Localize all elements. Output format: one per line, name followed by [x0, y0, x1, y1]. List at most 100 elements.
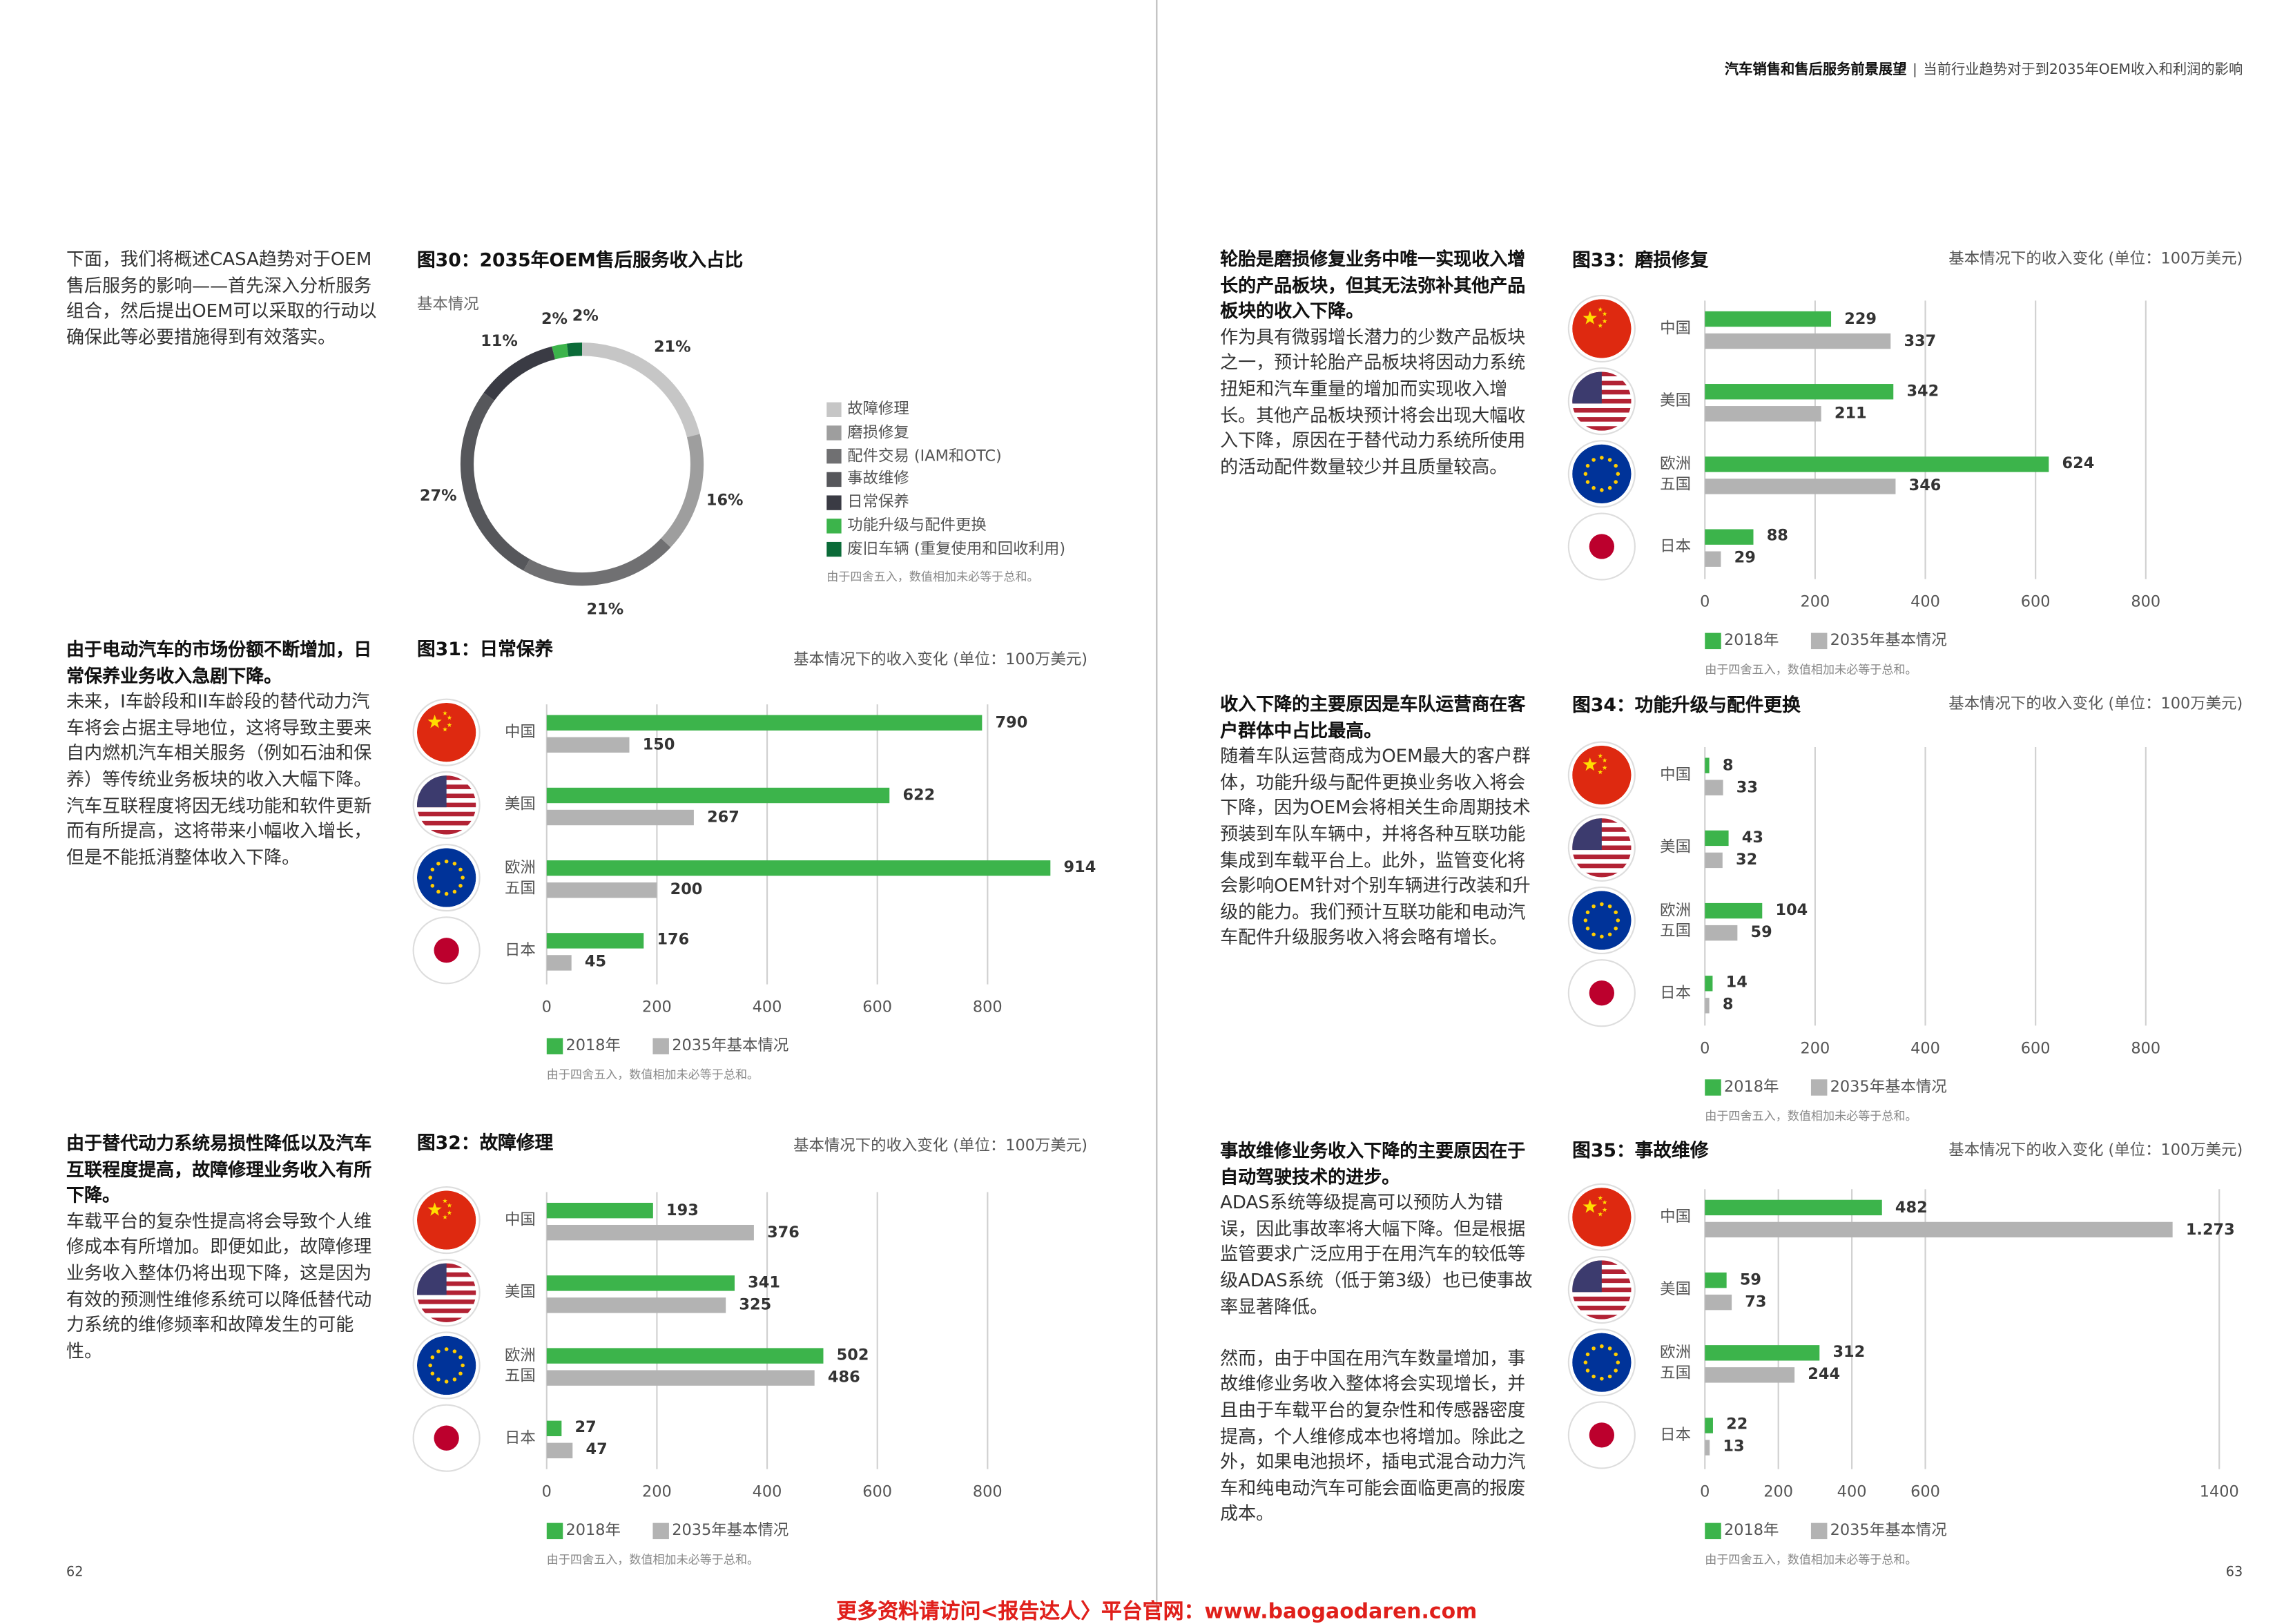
flag-star — [1598, 753, 1603, 758]
bar — [1705, 551, 1721, 567]
category-label: 美国 — [504, 1284, 536, 1302]
flag-stripe — [1572, 1278, 1632, 1284]
flag-field — [1572, 745, 1632, 805]
text-block: 由于电动汽车的市场份额不断增加，日常保养业务收入急剧下降。 未来，I车龄段和II车… — [66, 638, 385, 871]
legend-label: 2035年基本情况 — [672, 1522, 789, 1540]
donut-slice — [581, 342, 700, 438]
flag-star — [458, 867, 463, 872]
value-label: 73 — [1745, 1293, 1767, 1311]
legend-label: 2018年 — [1724, 1078, 1779, 1096]
legend-swatch — [546, 1522, 563, 1540]
bar — [1705, 456, 2049, 472]
value-label: 33 — [1736, 778, 1758, 796]
category-label: 中国 — [504, 1211, 536, 1229]
page-number: 63 — [2225, 1565, 2243, 1580]
flag-stripe — [1572, 1287, 1632, 1293]
bar — [1705, 830, 1729, 847]
value-label: 244 — [1808, 1365, 1841, 1384]
heading: 由于电动汽车的市场份额不断增加，日常保养业务收入急剧下降。 — [66, 639, 372, 686]
bar — [1705, 757, 1710, 773]
page-number: 62 — [66, 1565, 84, 1580]
legend-swatch — [1810, 1522, 1828, 1540]
legend-swatch — [1705, 632, 1721, 650]
chart-note: 由于四舍五入，数值相加未必等于总和。 — [1705, 1553, 1917, 1567]
value-label: 47 — [585, 1441, 608, 1460]
bar — [1705, 976, 1713, 992]
flag-star — [461, 876, 465, 880]
flag — [1572, 891, 1632, 950]
x-tick-label: 0 — [541, 1483, 552, 1502]
flag-star — [1602, 1207, 1607, 1212]
flag-star — [444, 1347, 449, 1351]
flag-star — [1602, 765, 1607, 770]
category-label: 欧洲五国 — [1660, 454, 1691, 494]
value-label: 502 — [836, 1346, 869, 1364]
flag-field — [416, 1335, 476, 1395]
x-tick-label: 400 — [752, 998, 782, 1017]
legend-swatch — [826, 519, 842, 534]
legend-swatch — [826, 425, 842, 441]
legend-label: 废旧车辆 (重复使用和回收利用) — [847, 540, 1066, 558]
footer-link: 更多资料请访问<报告达人〉平台官网：www.baogaodaren.com — [836, 1600, 1478, 1624]
flag — [1572, 299, 1632, 358]
x-tick-label: 200 — [1800, 593, 1830, 612]
header-title: 汽车销售和售后服务前景展望 — [1724, 62, 1907, 79]
x-tick-label: 800 — [2131, 593, 2161, 612]
text-block: 收入下降的主要原因是车队运营商在客户群体中占比最高。 随着车队运营商成为OEM最大… — [1220, 693, 1538, 951]
bar — [546, 1420, 562, 1437]
flag — [1572, 516, 1632, 577]
flag-star — [427, 1202, 442, 1216]
value-label: 341 — [748, 1274, 780, 1292]
legend-swatch — [1705, 1522, 1721, 1540]
x-tick-label: 400 — [752, 1483, 782, 1502]
x-tick-label: 600 — [862, 998, 893, 1017]
flag-star — [461, 1363, 465, 1368]
flag-star — [436, 889, 441, 894]
flag-star — [1585, 1369, 1590, 1373]
bar — [1705, 998, 1710, 1014]
flag — [416, 1190, 476, 1250]
value-label: 8 — [1722, 756, 1734, 774]
flag-star — [436, 1349, 441, 1353]
flag-field — [1572, 891, 1632, 950]
header-subtitle: 当前行业趋势对于到2035年OEM收入和利润的影响 — [1923, 62, 2243, 79]
flag-stripe — [416, 1317, 476, 1322]
flag-stripe — [1572, 1315, 1632, 1320]
flag-star — [436, 1378, 441, 1382]
category-label: 中国 — [1660, 320, 1691, 338]
value-label: 32 — [1735, 851, 1758, 869]
flag — [416, 1409, 476, 1468]
bar — [546, 882, 657, 898]
flag-stripe — [1572, 407, 1632, 413]
flag-star — [1607, 904, 1612, 909]
flag-stripe — [1572, 836, 1632, 841]
chart-note: 由于四舍五入，数值相加未必等于总和。 — [546, 1553, 759, 1567]
x-tick-label: 800 — [2131, 1040, 2161, 1058]
flag-star — [1598, 1211, 1603, 1217]
flag-star — [452, 861, 457, 866]
flag-star — [444, 859, 449, 864]
bar — [1705, 852, 1723, 869]
flag-star — [1614, 463, 1618, 468]
value-label: 482 — [1895, 1198, 1928, 1217]
flag-star — [428, 876, 432, 880]
flag-star — [1614, 1352, 1618, 1357]
flag-star — [447, 1203, 452, 1208]
category-label: 日本 — [1660, 984, 1691, 1002]
category-label: 欧洲五国 — [504, 858, 536, 897]
flag — [1572, 1260, 1632, 1320]
flag-star — [1585, 910, 1590, 915]
flag-star — [443, 1215, 447, 1219]
flag-star — [1585, 1352, 1590, 1357]
category-label: 欧洲五国 — [1660, 1343, 1691, 1382]
flag-star — [452, 1349, 457, 1353]
x-tick-label: 400 — [1910, 1040, 1940, 1058]
bar — [1705, 1272, 1727, 1288]
value-label: 325 — [739, 1296, 772, 1314]
category-label: 中国 — [504, 723, 536, 742]
slice-label: 27% — [419, 487, 457, 505]
value-label: 22 — [1726, 1416, 1748, 1434]
flag-star — [1614, 1369, 1618, 1373]
flag-stripe — [1572, 1305, 1632, 1311]
legend-label: 2035年基本情况 — [1830, 1522, 1947, 1540]
